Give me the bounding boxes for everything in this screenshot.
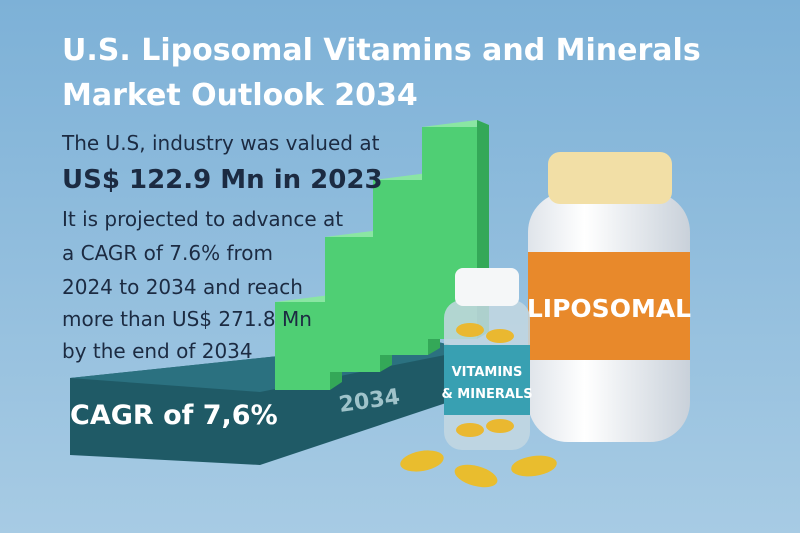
body-text: more than US$ 271.8 Mn — [62, 307, 312, 331]
large-bottle: LIPOSOMAL — [527, 152, 691, 442]
body-text: The U.S, industry was valued at — [61, 131, 380, 155]
bar-block — [373, 173, 440, 355]
body-text: by the end of 2034 — [62, 339, 253, 363]
decorative-bars — [275, 120, 489, 390]
body-text: It is projected to advance at — [62, 207, 343, 231]
small-bottle: VITAMINS & MINERALS — [441, 268, 533, 450]
bottle-cap — [548, 152, 672, 204]
pill — [511, 455, 557, 477]
pill — [400, 450, 444, 472]
pill — [454, 464, 498, 488]
title: Market Outlook 2034 — [62, 78, 418, 113]
body-text: 2024 to 2034 and reach — [62, 275, 303, 299]
pills — [400, 450, 557, 488]
small-bottle-label — [444, 345, 530, 415]
small-bottle-label-text: VITAMINS — [452, 365, 523, 380]
small-bottle-cap — [455, 268, 519, 306]
bottle-label — [528, 252, 690, 360]
small-bottle-label-text: & MINERALS — [441, 387, 532, 402]
platform-label: CAGR of 7,6% — [70, 400, 278, 431]
title: U.S. Liposomal Vitamins and Minerals — [62, 33, 701, 68]
body-text: a CAGR of 7.6% from — [62, 241, 273, 265]
bottle-label-text: LIPOSOMAL — [527, 294, 691, 323]
body-text-highlight: US$ 122.9 Mn in 2023 — [62, 165, 383, 195]
